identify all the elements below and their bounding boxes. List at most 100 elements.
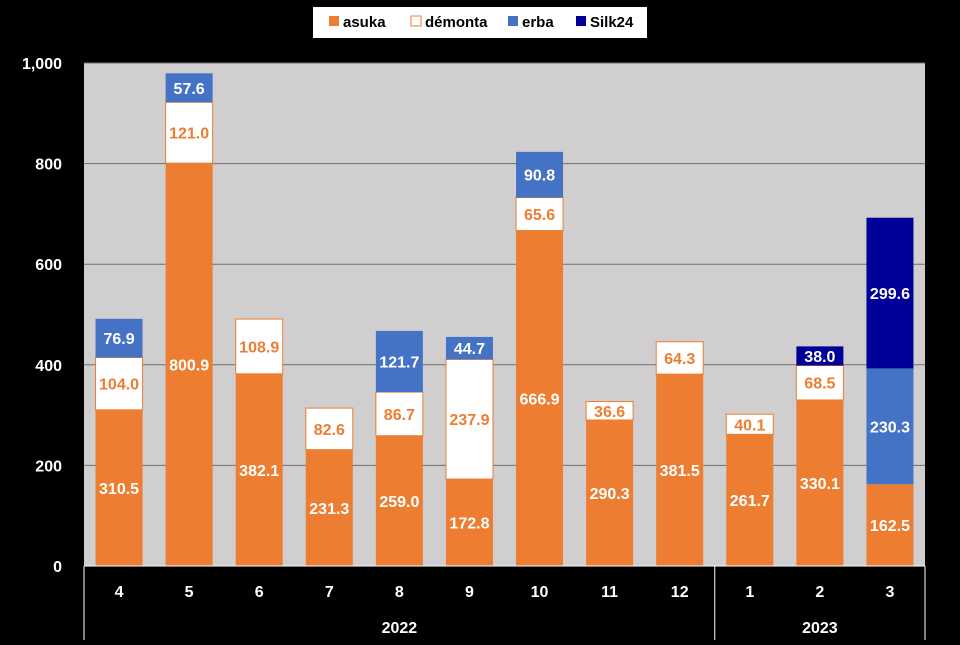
bar-segment (656, 374, 704, 566)
data-label: 290.3 (590, 486, 630, 503)
year-label: 2023 (802, 620, 838, 637)
bar-segment (726, 434, 774, 566)
data-label: 121.7 (379, 355, 419, 372)
bar-segment (305, 449, 353, 566)
bar-stack: 172.8 237.9 44.7 (445, 336, 494, 566)
bar-segment (796, 399, 844, 566)
bar-segment (445, 479, 493, 566)
gridlines (84, 62, 925, 466)
bar-segment (516, 151, 564, 198)
data-label: 64.3 (664, 351, 695, 368)
data-label: 330.1 (800, 476, 840, 493)
data-label: 382.1 (239, 463, 279, 480)
bar-segment (375, 330, 423, 393)
legend-label: démonta (425, 14, 488, 31)
legend-swatch (508, 16, 518, 26)
data-label: 261.7 (730, 493, 770, 510)
y-tick-label: 800 (35, 157, 62, 174)
bar-segment (585, 401, 634, 421)
year-label: 2022 (382, 620, 418, 637)
bar-segment (586, 419, 634, 566)
data-label: 104.0 (99, 377, 139, 394)
plot-area (84, 63, 925, 566)
bar-segment (165, 163, 213, 567)
legend-box (313, 7, 647, 38)
bar-segment (445, 336, 493, 360)
bar-stack: 330.1 68.5 38.0 (795, 346, 844, 566)
bar-stack: 162.5 230.3 299.6 (866, 217, 914, 566)
data-label: 237.9 (449, 412, 489, 429)
data-label: 86.7 (384, 407, 415, 424)
bar-segment (95, 318, 143, 358)
data-label: 57.6 (174, 81, 205, 98)
data-label: 68.5 (804, 376, 835, 393)
x-tick-label: 1 (745, 584, 754, 601)
data-label: 299.6 (870, 286, 910, 303)
x-tick-label: 2 (815, 584, 824, 601)
bar-segment (795, 365, 844, 401)
y-axis-labels: 0 200 400 600 800 1,000 (22, 56, 62, 576)
x-tick-label: 5 (185, 584, 194, 601)
data-label: 800.9 (169, 358, 209, 375)
legend-label: asuka (343, 14, 386, 31)
bar-segment (95, 357, 144, 411)
bar-stack: 382.1 108.9 (235, 318, 284, 566)
bar-segment (866, 368, 914, 485)
bar-segment (796, 346, 844, 366)
y-tick-label: 1,000 (22, 56, 62, 73)
y-tick-label: 200 (35, 458, 62, 475)
bar-segment (375, 435, 423, 566)
legend-label: Silk24 (590, 14, 634, 31)
legend-label: erba (522, 14, 554, 31)
legend: asuka démonta erba Silk24 (313, 7, 647, 38)
x-tick-label: 7 (325, 584, 334, 601)
bar-segment (165, 73, 213, 103)
y-tick-label: 0 (53, 559, 62, 576)
bar-stack: 310.5 104.0 76.9 (95, 318, 144, 566)
data-label: 44.7 (454, 341, 485, 358)
bar-stack: 231.3 82.6 (305, 407, 354, 566)
data-label: 40.1 (734, 417, 765, 434)
bar-segment (445, 358, 494, 480)
data-label: 381.5 (660, 463, 700, 480)
data-label: 65.6 (524, 207, 555, 224)
data-label: 36.6 (594, 404, 625, 421)
data-label: 231.3 (309, 501, 349, 518)
data-label: 90.8 (524, 168, 555, 185)
bar-segment (655, 341, 704, 375)
data-label: 172.8 (449, 516, 489, 533)
legend-swatch (410, 15, 422, 27)
bar-stack: 381.5 64.3 (655, 341, 704, 566)
bar-segment (165, 101, 214, 164)
data-label: 121.0 (169, 126, 209, 143)
bar-stack: 666.9 65.6 90.8 (515, 151, 564, 566)
bar-segment (515, 197, 564, 232)
data-label: 259.0 (379, 494, 419, 511)
legend-swatch (576, 16, 586, 26)
bar-segment (516, 230, 564, 566)
bar-stack: 261.7 40.1 (725, 413, 774, 566)
y-tick-label: 600 (35, 257, 62, 274)
data-label: 38.0 (804, 349, 835, 366)
data-label: 230.3 (870, 419, 910, 436)
x-tick-label: 6 (255, 584, 264, 601)
bar-stacks: 310.5 104.0 76.9 800.9 121.0 57.6 382.1 108.9 23… (95, 73, 914, 567)
data-label: 82.6 (314, 422, 345, 439)
x-tick-label: 3 (886, 584, 895, 601)
x-tick-label: 12 (671, 584, 689, 601)
bar-segment (305, 407, 354, 451)
bar-segment (866, 217, 914, 369)
bar-segment (95, 409, 143, 566)
data-label: 310.5 (99, 481, 139, 498)
data-label: 666.9 (520, 391, 560, 408)
y-tick-label: 400 (35, 358, 62, 375)
x-tick-label: 8 (395, 584, 404, 601)
x-tick-label: 9 (465, 584, 474, 601)
bar-segment (235, 373, 283, 566)
bar-stack: 259.0 86.7 121.7 (375, 330, 424, 566)
bar-segment (866, 484, 914, 566)
data-label: 108.9 (239, 339, 279, 356)
x-tick-label: 4 (115, 584, 124, 601)
